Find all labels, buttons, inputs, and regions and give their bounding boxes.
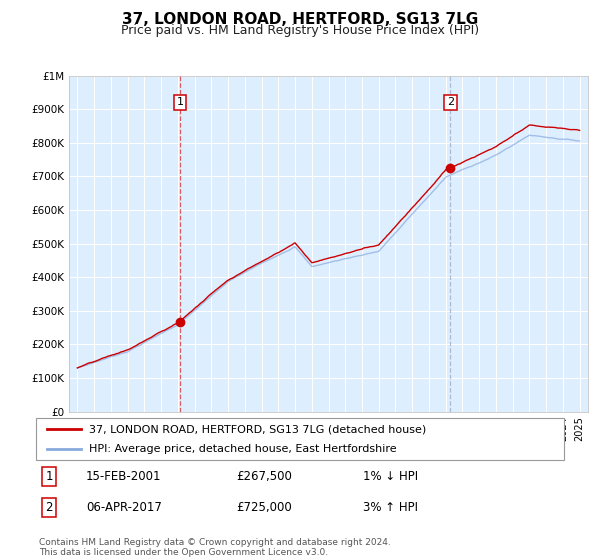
Text: Price paid vs. HM Land Registry's House Price Index (HPI): Price paid vs. HM Land Registry's House … — [121, 24, 479, 37]
Text: 37, LONDON ROAD, HERTFORD, SG13 7LG: 37, LONDON ROAD, HERTFORD, SG13 7LG — [122, 12, 478, 27]
Text: 1: 1 — [46, 470, 53, 483]
Text: 2: 2 — [446, 97, 454, 108]
Text: 37, LONDON ROAD, HERTFORD, SG13 7LG (detached house): 37, LONDON ROAD, HERTFORD, SG13 7LG (det… — [89, 424, 426, 434]
Text: 2: 2 — [46, 501, 53, 514]
Text: 3% ↑ HPI: 3% ↑ HPI — [364, 501, 418, 514]
Text: 1% ↓ HPI: 1% ↓ HPI — [364, 470, 418, 483]
Text: 15-FEB-2001: 15-FEB-2001 — [86, 470, 161, 483]
Text: Contains HM Land Registry data © Crown copyright and database right 2024.
This d: Contains HM Land Registry data © Crown c… — [39, 538, 391, 557]
Text: £725,000: £725,000 — [236, 501, 292, 514]
Text: 1: 1 — [176, 97, 184, 108]
Text: 06-APR-2017: 06-APR-2017 — [86, 501, 162, 514]
Text: HPI: Average price, detached house, East Hertfordshire: HPI: Average price, detached house, East… — [89, 444, 397, 454]
Text: £267,500: £267,500 — [236, 470, 293, 483]
